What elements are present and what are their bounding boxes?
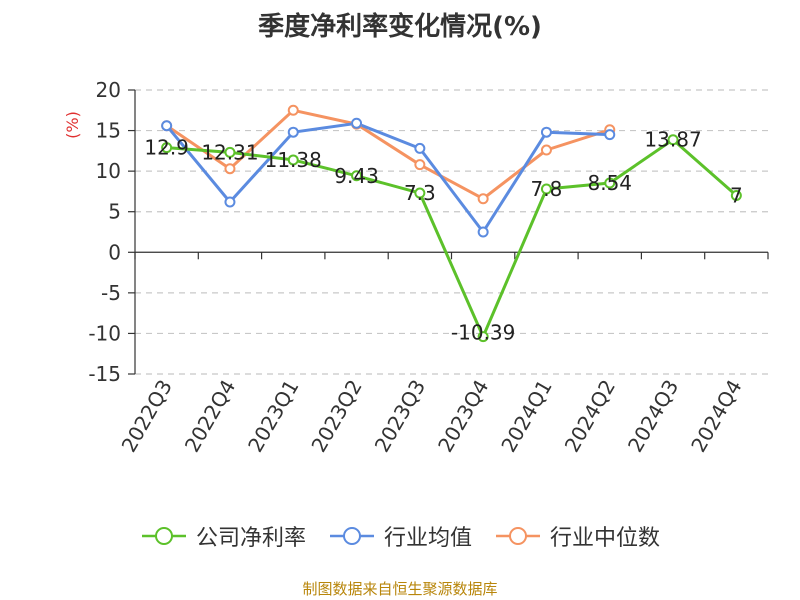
data-label: 7 [730, 183, 743, 207]
data-point [730, 189, 742, 201]
data-point [477, 331, 489, 343]
data-point [477, 226, 489, 238]
y-tick-label: -10 [88, 321, 121, 345]
x-tick-label: 2024Q1 [496, 376, 556, 457]
data-point [477, 193, 489, 205]
x-tick-label: 2022Q3 [117, 376, 177, 457]
data-point [351, 170, 363, 182]
x-tick-label: 2023Q4 [433, 376, 493, 457]
data-point [224, 146, 236, 158]
data-point [224, 163, 236, 175]
data-point [287, 126, 299, 138]
data-label: 13.87 [644, 128, 701, 152]
data-label: 8.54 [587, 171, 632, 195]
data-point [667, 134, 679, 146]
x-tick-label: 2024Q4 [686, 376, 746, 457]
x-tick-label: 2023Q1 [243, 376, 303, 457]
data-label: 12.31 [201, 140, 258, 164]
data-point [540, 183, 552, 195]
x-tick-label: 2024Q3 [623, 376, 683, 457]
y-tick-label: 0 [108, 240, 121, 264]
data-label: -10.39 [451, 321, 515, 345]
legend-label: 行业均值 [383, 526, 472, 551]
data-point [224, 196, 236, 208]
legend-label: 公司净利率 [195, 526, 306, 551]
data-point [414, 159, 426, 171]
data-point [604, 129, 616, 141]
data-label: 11.38 [265, 148, 322, 172]
series-line [165, 108, 611, 201]
data-point [540, 144, 552, 156]
y-tick-label: 10 [96, 159, 121, 183]
legend-marker-icon [329, 527, 374, 545]
y-tick-label: 5 [108, 200, 121, 224]
data-point [287, 104, 299, 116]
data-point [414, 142, 426, 154]
legend-circle [509, 527, 527, 545]
x-tick-label: 2024Q2 [560, 376, 620, 457]
data-label: 9.43 [334, 164, 379, 188]
y-tick-label: -5 [101, 281, 121, 305]
data-point [351, 117, 363, 129]
source-note: 制图数据来自恒生聚源数据库 [302, 580, 498, 598]
y-tick-label: 15 [96, 119, 121, 143]
x-tick-label: 2023Q3 [370, 376, 430, 457]
x-tick-label: 2022Q4 [180, 376, 240, 457]
legend: 公司净利率 行业均值 行业中位数 [0, 520, 800, 552]
series-line [165, 121, 610, 234]
data-point [604, 177, 616, 189]
data-point [540, 126, 552, 138]
legend-circle [342, 527, 361, 545]
data-point [414, 187, 426, 199]
legend-item[interactable]: 行业中位数 [494, 520, 660, 552]
data-label: 7.8 [531, 177, 563, 201]
legend-marker-icon [496, 527, 540, 545]
legend-item[interactable]: 公司净利率 [140, 520, 306, 552]
data-point [161, 142, 173, 154]
data-label: 7.3 [404, 181, 436, 205]
chart-title: 季度净利率变化情况(%) [258, 12, 542, 42]
data-label: 12.9 [144, 136, 189, 160]
legend-label: 行业中位数 [550, 526, 661, 551]
data-point [161, 120, 173, 132]
series-line [166, 138, 738, 339]
legend-item[interactable]: 行业均值 [328, 520, 472, 552]
y-tick-label: 20 [96, 78, 121, 102]
x-tick-label: 2023Q2 [306, 376, 366, 457]
data-point [287, 154, 299, 166]
y-axis-label: (%) [63, 111, 82, 139]
legend-circle [154, 527, 173, 545]
legend-marker-icon [141, 527, 186, 545]
y-tick-label: -15 [88, 362, 121, 386]
